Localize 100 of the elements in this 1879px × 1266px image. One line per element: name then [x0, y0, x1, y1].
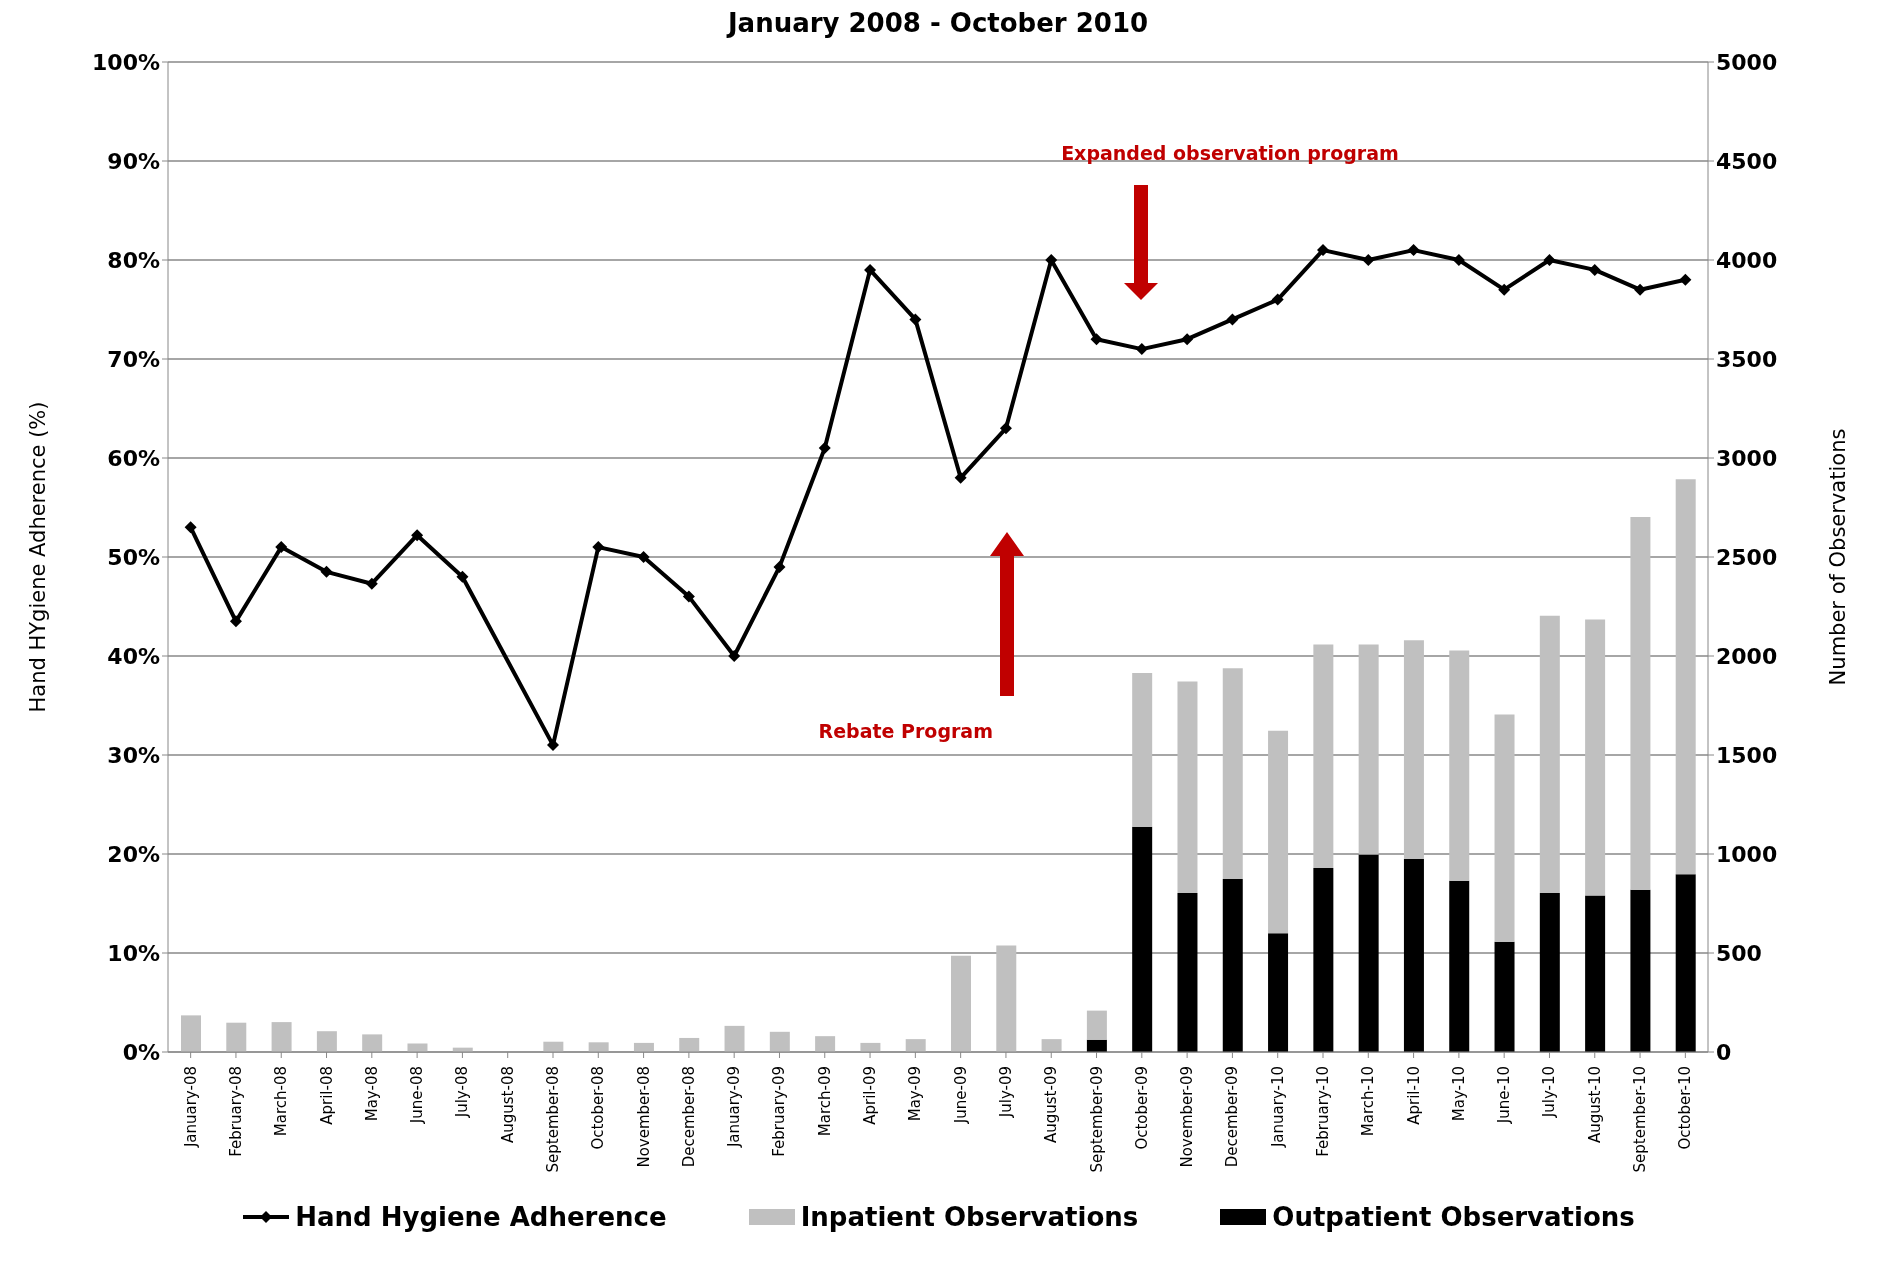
x-tick-label: December-09 — [1223, 1066, 1242, 1168]
y2-tick-label: 2500 — [1716, 544, 1778, 570]
y-axis-title: Hand HYgiene Adherence (%) — [26, 401, 51, 713]
point — [275, 541, 288, 554]
bar — [1675, 479, 1696, 875]
y2-tick-label: 4500 — [1716, 148, 1778, 174]
x-tick-label: September-10 — [1631, 1066, 1650, 1173]
y-tick-label: 100% — [92, 49, 160, 75]
bar — [181, 1015, 201, 1052]
legend-label: Inpatient Observations — [800, 1202, 1139, 1232]
bar — [679, 1037, 700, 1052]
chart-title: January 2008 - October 2010 — [725, 8, 1150, 40]
bar — [1630, 889, 1651, 1052]
y-tick-label: 90% — [107, 148, 160, 174]
y-tick-label: 10% — [107, 940, 160, 966]
x-tick-label: January-10 — [1268, 1066, 1287, 1149]
bar — [1539, 615, 1560, 894]
y-tick-label: 80% — [107, 247, 160, 273]
x-tick-label: March-08 — [272, 1066, 291, 1137]
x-tick-label: August-09 — [1042, 1066, 1061, 1143]
x-tick-label: November-08 — [634, 1066, 653, 1168]
point — [1498, 283, 1511, 296]
legend-label: Outpatient Observations — [1272, 1202, 1635, 1232]
x-tick-label: August-10 — [1585, 1066, 1604, 1143]
bar — [951, 955, 971, 1052]
x-tick-label: August-08 — [498, 1066, 517, 1143]
bar — [724, 1025, 745, 1052]
bar — [1132, 673, 1153, 827]
point — [184, 521, 197, 534]
annotation: Rebate Program — [818, 720, 993, 742]
point — [1317, 244, 1329, 257]
bar — [1630, 517, 1651, 890]
bar — [1177, 681, 1198, 894]
point — [773, 560, 786, 573]
point — [1362, 254, 1375, 266]
point — [411, 529, 424, 542]
point — [1452, 254, 1465, 266]
x-tick-label: October-09 — [1132, 1066, 1151, 1150]
y-tick-label: 30% — [107, 742, 160, 768]
bar — [588, 1042, 609, 1052]
bar — [271, 1022, 292, 1052]
x-tick-label: February-09 — [770, 1066, 789, 1157]
y2-tick-label: 1000 — [1716, 841, 1778, 867]
point — [1090, 333, 1103, 346]
x-tick-label: June-09 — [951, 1066, 970, 1125]
point — [1271, 293, 1284, 306]
bar — [905, 1039, 926, 1052]
bar — [1585, 895, 1606, 1052]
point — [320, 565, 333, 578]
x-tick-label: September-08 — [544, 1066, 562, 1173]
y2-tick-label: 3500 — [1716, 346, 1778, 372]
point — [1135, 343, 1148, 356]
point — [637, 551, 650, 563]
x-tick-label: June-10 — [1495, 1066, 1514, 1125]
point — [547, 739, 559, 752]
point — [1045, 254, 1058, 266]
y2-tick-label: 500 — [1716, 940, 1762, 966]
point — [682, 590, 695, 603]
bar — [1222, 668, 1243, 879]
x-tick-label: October-10 — [1676, 1066, 1695, 1150]
x-tick-label: March-10 — [1359, 1066, 1378, 1137]
x-tick-label: July-10 — [1540, 1066, 1559, 1119]
x-tick-label: October-08 — [589, 1066, 608, 1150]
x-tick-label: November-09 — [1178, 1066, 1197, 1168]
bar — [1539, 893, 1560, 1052]
bar — [1268, 730, 1289, 934]
y-tick-label: 0% — [122, 1039, 160, 1065]
y2-axis-title: Number of Observations — [1826, 428, 1851, 686]
point — [728, 650, 741, 662]
bar — [1403, 640, 1424, 859]
point — [365, 577, 378, 590]
bar — [1222, 878, 1243, 1052]
point — [1634, 283, 1647, 296]
bar — [1086, 1010, 1107, 1040]
bar — [1585, 619, 1606, 896]
point — [818, 442, 831, 455]
y-tick-label: 40% — [107, 643, 160, 669]
point — [954, 471, 967, 484]
bar — [1449, 880, 1470, 1052]
bar — [407, 1043, 428, 1052]
x-tick-label: December-08 — [679, 1066, 698, 1168]
x-tick-label: April-09 — [861, 1066, 880, 1125]
bar — [1268, 933, 1289, 1052]
annotation: Expanded observation program — [1061, 142, 1399, 164]
x-tick-label: May-09 — [906, 1066, 925, 1122]
point — [1543, 254, 1556, 266]
bar — [1494, 714, 1515, 942]
bar — [1403, 858, 1424, 1052]
x-tick-label: September-09 — [1087, 1066, 1106, 1173]
bar — [1313, 868, 1334, 1052]
legend-label: Hand Hygiene Adherence — [295, 1202, 667, 1232]
y-tick-label: 60% — [107, 445, 160, 471]
y2-tick-label: 4000 — [1716, 247, 1778, 273]
bar — [1675, 874, 1696, 1052]
x-tick-label: February-08 — [226, 1066, 245, 1157]
bar — [1358, 854, 1379, 1052]
bar — [996, 945, 1017, 1052]
bar — [1358, 644, 1379, 855]
bar — [1041, 1039, 1062, 1052]
y-tick-label: 20% — [107, 841, 160, 867]
